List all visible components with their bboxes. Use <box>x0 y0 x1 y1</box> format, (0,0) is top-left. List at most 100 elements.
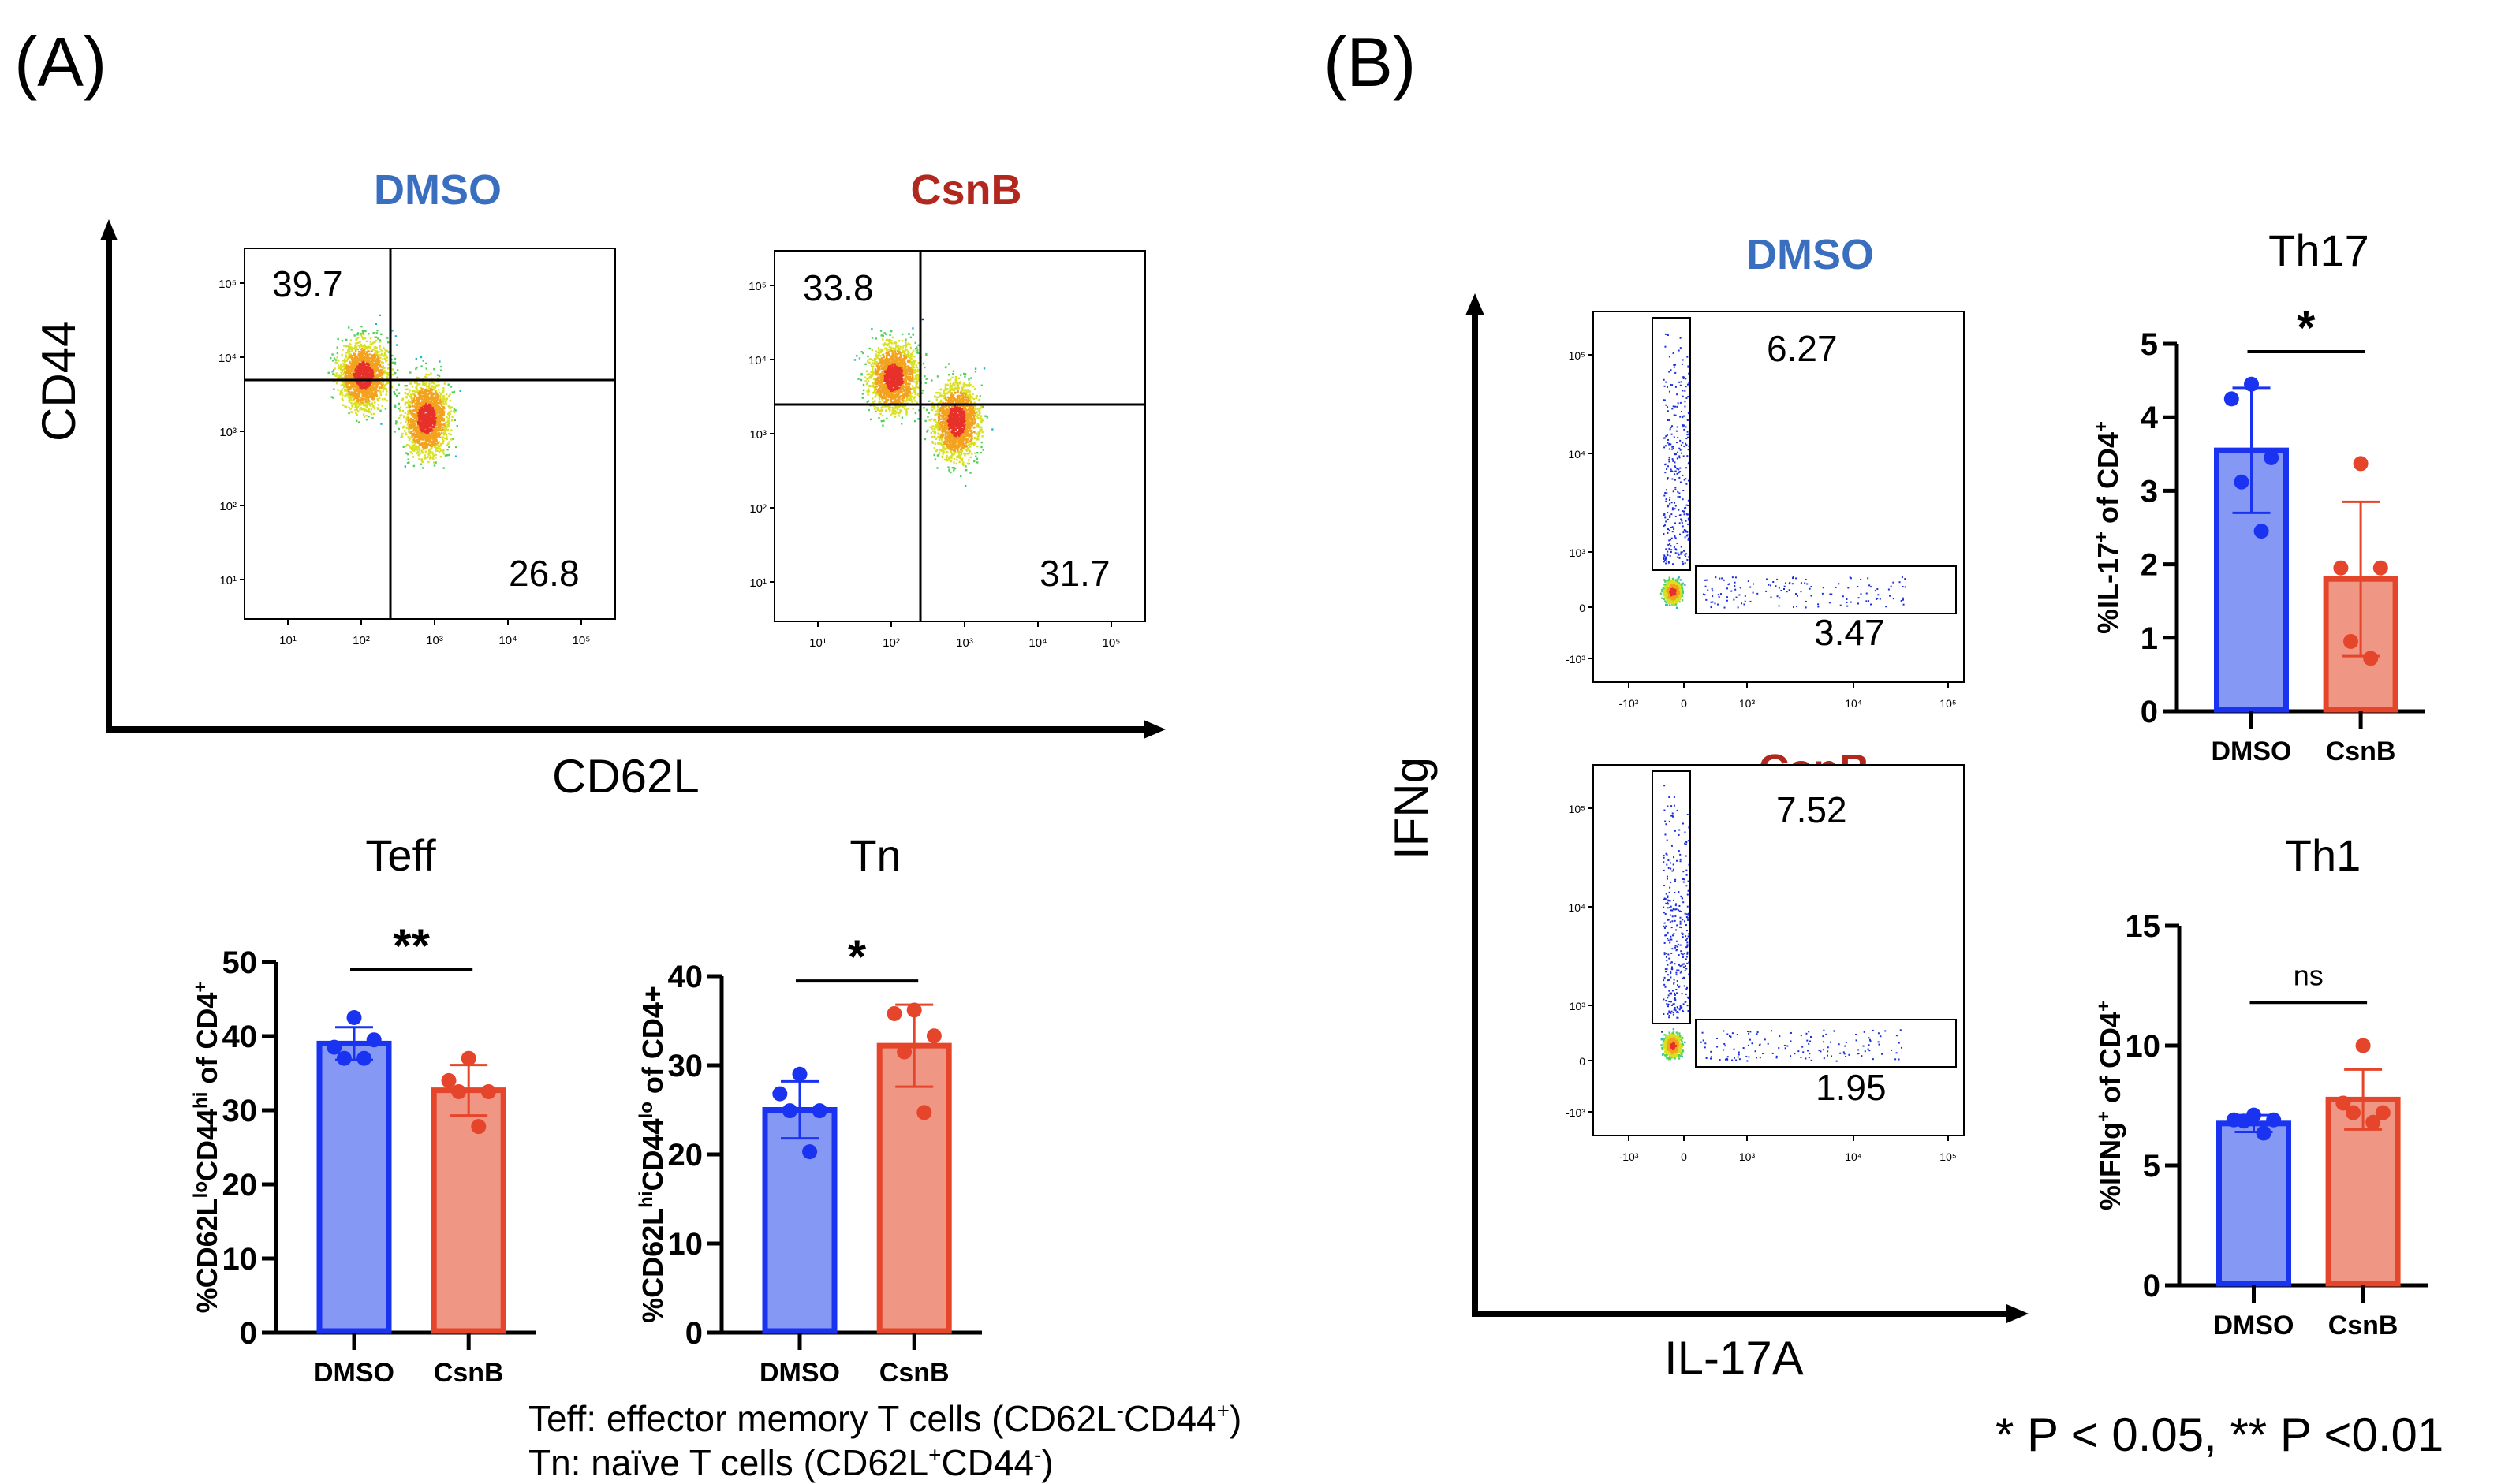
teff-def-sup: - <box>1117 1399 1124 1423</box>
significance-marker: * <box>848 930 867 983</box>
data-point <box>367 1032 382 1047</box>
y-tick-label: 15 <box>2126 909 2161 944</box>
y-axis-label: %IFNg+ of CD4+ <box>2093 1001 2127 1210</box>
x-tick-label: 10² <box>883 636 900 650</box>
y-tick-label: 10² <box>219 500 237 513</box>
tn-def-sup: + <box>928 1443 941 1467</box>
y-axis-label: %CD62LhiCD44lo of CD4+ <box>636 986 670 1323</box>
arrow-head-up-icon <box>1465 293 1484 315</box>
data-point <box>2373 561 2388 576</box>
x-tick-label: DMSO <box>760 1358 840 1388</box>
x-tick-label: 10¹ <box>279 634 297 647</box>
flow-a-dmso-title: DMSO <box>280 166 595 214</box>
tn-def-text: CD44 <box>941 1442 1034 1483</box>
data-point <box>782 1103 797 1118</box>
data-point <box>2333 561 2348 576</box>
data-point <box>451 1084 466 1099</box>
data-point <box>2264 450 2279 465</box>
bar-csnb <box>434 1091 503 1331</box>
y-tick-label: 10¹ <box>219 574 237 587</box>
data-point <box>471 1119 486 1134</box>
teff-def-sup: + <box>1217 1399 1230 1423</box>
bar-dmso <box>765 1110 834 1332</box>
y-axis-label: %CD62LloCD44hi of CD4+ <box>190 982 224 1314</box>
th17-chart-title: Th17 <box>2201 225 2437 276</box>
x-tick-label: 10⁵ <box>1939 697 1956 710</box>
y-tick-label: 10⁵ <box>748 280 767 293</box>
flow-a-csnb-title: CsnB <box>808 166 1124 214</box>
x-tick-label: DMSO <box>2214 1311 2294 1340</box>
flow-b-dmso-lower-gate-value: 3.47 <box>1814 611 1885 654</box>
x-tick-label: 0 <box>1681 1150 1687 1163</box>
y-tick-label: 30 <box>668 1049 704 1083</box>
flow-b-dmso-title: DMSO <box>1652 230 1968 279</box>
y-tick-label: 0 <box>1579 602 1585 614</box>
x-tick-label: 10³ <box>956 636 973 650</box>
flow-a-csnb-lower-right-value: 31.7 <box>1040 552 1111 595</box>
x-tick-label: 10⁵ <box>1939 1150 1956 1163</box>
y-tick-label: 0 <box>2141 695 2158 729</box>
data-point <box>2343 634 2358 649</box>
x-tick-label: CsnB <box>879 1358 950 1388</box>
y-tick-label: 0 <box>685 1316 703 1351</box>
y-tick-label: 0 <box>1579 1055 1585 1068</box>
data-point <box>2356 1038 2371 1053</box>
data-point <box>481 1084 496 1099</box>
data-point <box>327 1040 342 1055</box>
y-tick-label: 10³ <box>219 426 237 439</box>
y-tick-label: 10⁴ <box>748 354 767 367</box>
data-point <box>793 1067 808 1082</box>
x-tick-label: -10³ <box>1619 697 1639 710</box>
data-point <box>337 1051 352 1066</box>
cd44-axis-title: CD44 <box>32 284 86 442</box>
x-tick-label: 10⁴ <box>1028 636 1047 650</box>
data-point <box>2363 651 2378 666</box>
flow-a-csnb-upper-left-value: 33.8 <box>803 267 874 309</box>
data-point <box>2236 1113 2251 1128</box>
x-tick-label: 10³ <box>1739 697 1756 710</box>
x-tick-label: 10² <box>353 634 370 647</box>
data-point <box>461 1051 476 1066</box>
y-tick-label: 10¹ <box>749 576 767 590</box>
bar-dmso <box>2219 1124 2289 1284</box>
y-tick-label: 3 <box>2141 474 2158 509</box>
x-tick-label: DMSO <box>2212 736 2292 766</box>
arrow-head-up-icon <box>100 219 118 240</box>
y-tick-label: 20 <box>222 1168 258 1202</box>
x-tick-label: 10⁴ <box>1845 1150 1862 1163</box>
data-point <box>772 1087 787 1102</box>
y-tick-label: 40 <box>222 1020 258 1054</box>
panel-label-b: (B) <box>1323 22 1416 103</box>
bar-csnb <box>879 1046 949 1331</box>
th1-chart-title: Th1 <box>2204 830 2441 881</box>
ifng-axis-title: IFNg <box>1384 702 1439 859</box>
x-tick-label: CsnB <box>434 1358 504 1388</box>
arrow-head-right-icon <box>1144 720 1166 739</box>
y-tick-label: 10⁵ <box>1569 803 1585 815</box>
teff-def-text: CD44 <box>1124 1398 1217 1439</box>
data-point <box>2365 1115 2380 1130</box>
bar-dmso <box>319 1043 389 1331</box>
significance-marker: ** <box>393 919 430 972</box>
x-tick-label: 10³ <box>1739 1150 1756 1163</box>
data-point <box>2224 391 2239 406</box>
y-tick-label: 2 <box>2141 548 2158 583</box>
teff-chart-title: Teff <box>282 830 519 881</box>
y-tick-label: 10⁴ <box>1568 901 1585 914</box>
data-point <box>2257 1125 2271 1140</box>
data-point <box>442 1073 457 1088</box>
x-tick-label: 0 <box>1681 697 1687 710</box>
y-tick-label: 50 <box>222 945 258 980</box>
y-tick-label: 1 <box>2141 621 2158 656</box>
flow-b-csnb-upper-gate-value: 7.52 <box>1776 789 1847 831</box>
flow-b-dmso-upper-gate-value: 6.27 <box>1767 327 1838 370</box>
y-tick-label: 10² <box>749 502 767 516</box>
y-tick-label: 20 <box>668 1138 704 1173</box>
x-tick-label: 10⁴ <box>498 634 517 647</box>
data-point <box>897 1045 912 1060</box>
tn-def-sup: - <box>1034 1443 1041 1467</box>
significance-marker: ns <box>2294 959 2324 991</box>
